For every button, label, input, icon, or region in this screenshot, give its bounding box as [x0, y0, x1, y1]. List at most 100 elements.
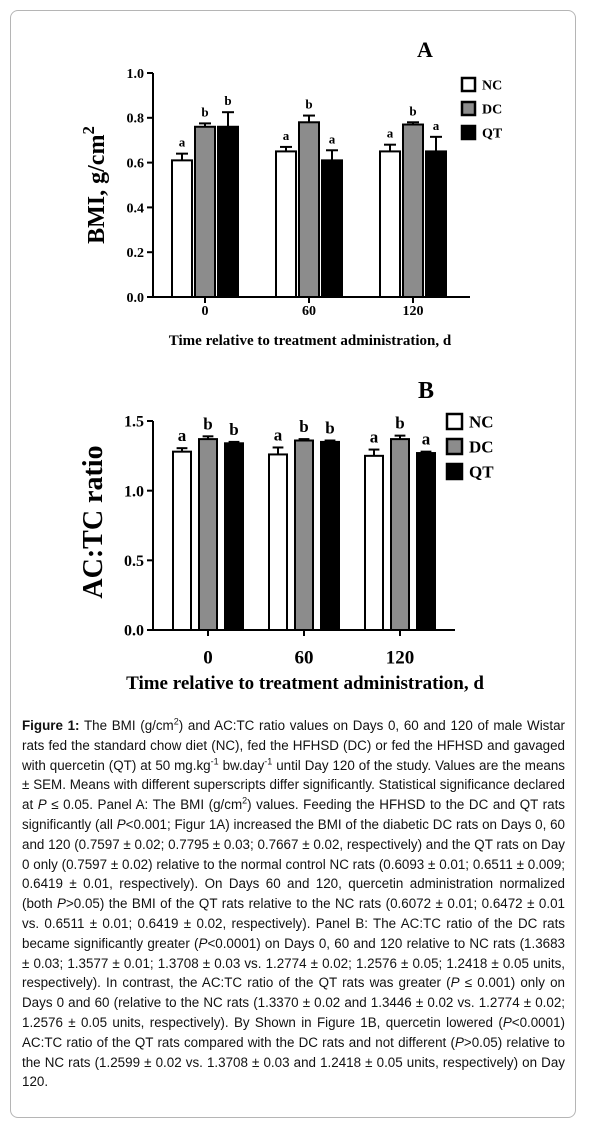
legend-swatch — [460, 124, 477, 141]
y-tick-label: 1.0 — [124, 483, 144, 500]
significance-letter: b — [409, 103, 416, 118]
x-tick-label: 120 — [403, 304, 424, 319]
y-tick-label: 1.5 — [124, 414, 144, 431]
y-tick-label: 0.0 — [124, 623, 144, 640]
y-tick-label: 0.6 — [127, 157, 145, 172]
caption-text: ≤ 0.05. Panel A: The BMI (g/cm — [46, 797, 243, 813]
caption-text: 2 — [242, 795, 248, 806]
significance-letter: a — [178, 426, 187, 445]
significance-letter: a — [179, 135, 186, 150]
legend-label: QT — [482, 126, 503, 141]
x-tick-label: 60 — [302, 304, 316, 319]
bar — [224, 442, 244, 631]
caption-text: -1 — [210, 756, 219, 767]
significance-letter: b — [203, 414, 212, 433]
legend-swatch — [445, 412, 464, 431]
bar — [198, 438, 218, 632]
x-axis-label: Time relative to treatment administratio… — [169, 333, 452, 349]
bar — [298, 121, 320, 298]
significance-letter: a — [329, 131, 336, 146]
bar — [294, 439, 314, 631]
legend-label: QT — [469, 462, 494, 481]
significance-letter: a — [387, 126, 394, 141]
caption-text: P — [502, 1014, 512, 1030]
y-tick-label: 0.0 — [127, 291, 145, 306]
bar — [321, 159, 343, 298]
bar — [416, 452, 436, 631]
figure-charts: A BMI, g/cm2 Time relative to treatment ad… — [78, 37, 503, 694]
significance-letter: a — [422, 430, 431, 449]
chart: A BMI, g/cm2 Time relative to treatment ad… — [79, 37, 503, 349]
significance-letter: b — [224, 93, 231, 108]
significance-letter: a — [274, 425, 283, 444]
caption-text: -1 — [264, 756, 273, 767]
chart: B AC:TC ratio Time relative to treatment a… — [78, 378, 494, 694]
caption-text: The BMI (g/cm — [79, 718, 174, 733]
caption-text: 2 — [173, 716, 179, 727]
legend-label: DC — [482, 102, 502, 117]
bar — [268, 453, 288, 631]
x-tick-label: 60 — [295, 648, 314, 669]
y-tick-label: 1.0 — [127, 67, 145, 82]
legend-label: NC — [482, 78, 502, 93]
bar — [402, 123, 424, 298]
figure-frame — [10, 10, 576, 1118]
bar — [275, 150, 297, 298]
x-axis-label: Time relative to treatment administratio… — [126, 673, 484, 694]
caption-text: Figure 1: — [22, 718, 80, 733]
y-axis-label-text: AC:TC ratio — [78, 445, 109, 598]
bar — [390, 438, 410, 632]
caption-text: P — [454, 1034, 464, 1050]
significance-letter: b — [229, 420, 238, 439]
caption-text: <0.0001) on Days 0, 60 and 120 relative … — [22, 935, 565, 991]
bar — [171, 159, 193, 298]
bar — [379, 150, 401, 298]
caption-text: P — [450, 975, 460, 991]
significance-letter: b — [201, 104, 208, 119]
x-tick-label: 0 — [203, 648, 213, 669]
significance-letter: a — [433, 118, 440, 133]
y-axis-label: BMI, g/cm2 — [79, 126, 110, 244]
legend-swatch — [445, 462, 464, 481]
caption-text: P — [198, 935, 208, 951]
y-axis-label: AC:TC ratio — [78, 445, 109, 598]
caption-text: ) and AC:TC ratio values on Days 0, 60 a… — [22, 718, 565, 773]
y-axis-label-text: BMI, g/cm — [84, 135, 110, 244]
bar — [217, 125, 239, 299]
caption-text: P — [57, 896, 66, 912]
caption-text: ≤ 0.001) only on Days 0 and 60 (relative… — [22, 975, 565, 1030]
caption-text: P — [116, 816, 126, 832]
caption-text: P — [37, 797, 47, 813]
bar — [320, 440, 340, 631]
caption-text: bw.day — [218, 757, 265, 773]
legend-swatch — [460, 100, 477, 117]
caption-text: ) values. Feeding the HFHSD to the DC an… — [22, 797, 566, 832]
caption-text: <0.001; Figur 1A) increased the BMI of t… — [22, 816, 565, 912]
significance-letter: b — [299, 417, 308, 436]
bar — [194, 125, 216, 299]
chart-title: A — [417, 37, 433, 62]
bar — [172, 450, 192, 631]
significance-letter: a — [370, 428, 379, 447]
caption-text: until Day 120 of the study. Values are t… — [22, 757, 565, 813]
caption-text: >0.05) the BMI of the QT rats relative t… — [22, 896, 565, 951]
legend-swatch — [460, 76, 477, 93]
figure-caption: Figure 1: The BMI (g/cm2) and AC:TC rati… — [22, 716, 565, 1092]
y-axis-label-sup: 2 — [79, 126, 98, 134]
significance-letter: b — [395, 414, 404, 433]
legend-swatch — [445, 437, 464, 456]
y-tick-label: 0.8 — [127, 112, 145, 127]
bar — [425, 150, 447, 298]
significance-letter: b — [305, 97, 312, 112]
significance-letter: a — [283, 128, 290, 143]
caption-text: <0.0001) AC:TC ratio of the QT rats comp… — [22, 1014, 565, 1050]
y-tick-label: 0.5 — [124, 553, 144, 570]
chart-title: B — [418, 378, 434, 404]
legend-label: NC — [469, 412, 494, 431]
x-tick-label: 0 — [202, 304, 209, 319]
caption-text: >0.05) relative to the NC rats (1.2599 ±… — [22, 1034, 565, 1090]
x-tick-label: 120 — [386, 648, 415, 669]
y-tick-label: 0.2 — [127, 246, 145, 261]
y-tick-label: 0.4 — [127, 201, 145, 216]
significance-letter: b — [325, 419, 334, 438]
